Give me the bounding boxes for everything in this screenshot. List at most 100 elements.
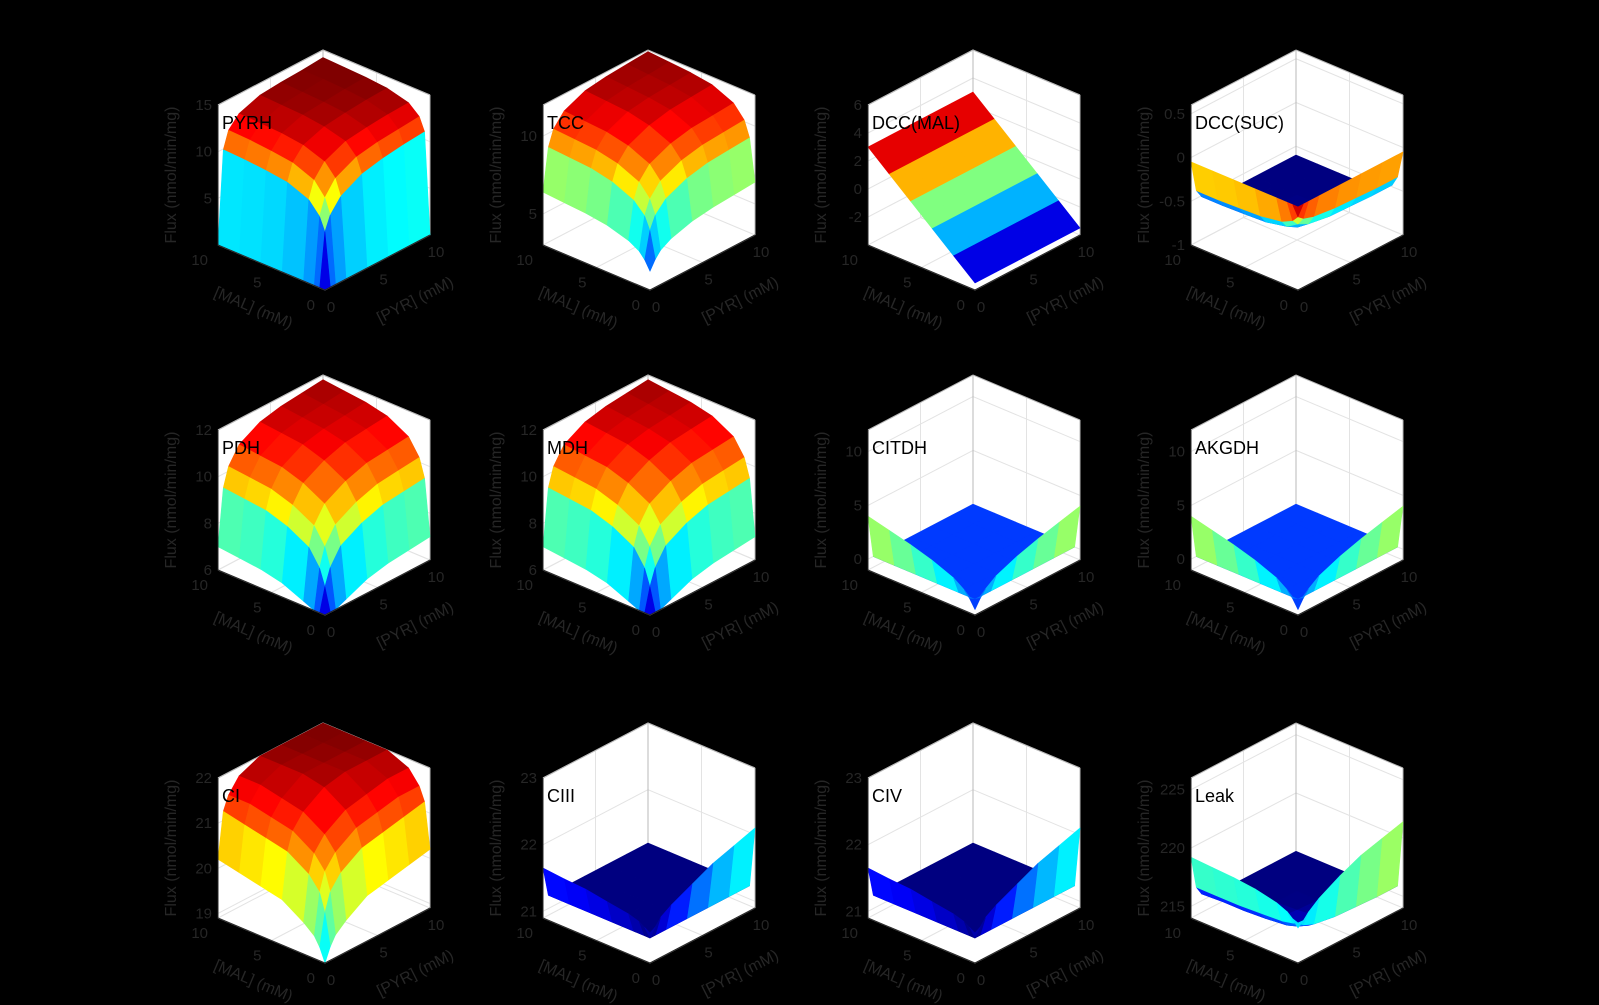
panel-pdh: 0 5 10 0 5 10 6 8 10 12 [PYR] (mM) [MAL] (mM) Flux (… <box>135 370 480 660</box>
z-tick-label: 23 <box>845 770 862 787</box>
panel-title-pyrh: PYRH <box>222 113 272 133</box>
panel-title-tcc: TCC <box>547 113 584 133</box>
y-tick-label: 0 <box>1280 970 1288 987</box>
x-tick-label: 5 <box>1352 597 1360 614</box>
z-tick-label: 2 <box>854 153 862 170</box>
panel-title-dcc-suc: DCC(SUC) <box>1195 113 1284 133</box>
axis-lines <box>542 430 756 616</box>
z-tick-label: -0.5 <box>1159 193 1185 210</box>
z-axis-label: Flux (nmol/min/mg) <box>1136 780 1153 917</box>
x-tick-label: 0 <box>977 972 985 989</box>
grid-line-wall-z <box>1190 58 1297 115</box>
y-tick-label: 5 <box>903 948 911 965</box>
grid-line-wall-z <box>542 789 649 846</box>
z-tick-label: 10 <box>195 469 212 486</box>
x-tick-label: 0 <box>977 299 985 316</box>
z-tick-label: 22 <box>520 837 537 854</box>
y-tick-label: 10 <box>841 252 858 269</box>
y-tick-label: 10 <box>191 925 208 942</box>
x-tick-label: 10 <box>428 917 445 934</box>
x-tick-label: 5 <box>704 597 712 614</box>
x-tick-label: 5 <box>704 945 712 962</box>
axis-lines <box>867 105 1081 291</box>
z-axis-label: Flux (nmol/min/mg) <box>488 432 505 569</box>
surface-patch <box>644 230 656 272</box>
y-tick-label: 5 <box>903 600 911 617</box>
x-axis-line <box>1297 234 1404 291</box>
y-tick-label: 10 <box>516 925 533 942</box>
grid-line-wall-z <box>1190 396 1297 452</box>
grid-line-wall-z <box>1295 449 1404 496</box>
x-tick-label: 0 <box>652 624 660 641</box>
y-axis-line <box>217 569 326 616</box>
axes-background <box>1191 723 1403 963</box>
grid-line-wall-z <box>1190 734 1297 791</box>
y-tick-label: 10 <box>191 252 208 269</box>
x-tick-label: 10 <box>428 569 445 586</box>
y-tick-label: 0 <box>957 297 965 314</box>
box-edge <box>972 49 1081 96</box>
surface <box>217 379 431 616</box>
surface-patch <box>1292 203 1304 218</box>
panel-mdh: 0 5 10 0 5 10 6 8 10 12 [PYR] (mM) [MAL] (mM) Flux (… <box>460 370 805 660</box>
panel-title-citdh: CITDH <box>872 438 927 458</box>
grid-line-wall-z <box>1190 449 1297 506</box>
x-axis-line <box>974 907 1081 964</box>
box-edge <box>1190 49 1297 106</box>
surface <box>217 57 431 291</box>
axis-lines <box>217 105 431 291</box>
y-tick-label: 10 <box>1164 577 1181 594</box>
box-edge <box>867 374 974 431</box>
x-axis-line <box>649 234 756 291</box>
z-tick-label: 0.5 <box>1164 106 1185 123</box>
box-edge <box>867 722 974 779</box>
x-tick-label: 5 <box>1029 945 1037 962</box>
y-tick-label: 10 <box>516 577 533 594</box>
z-axis-label: Flux (nmol/min/mg) <box>813 107 830 244</box>
surface-patch <box>953 244 997 284</box>
z-tick-label: 220 <box>1160 840 1185 857</box>
z-tick-label: 225 <box>1160 782 1185 799</box>
grid-line-wall-z <box>1295 792 1404 839</box>
z-tick-label: -2 <box>849 209 862 226</box>
z-tick-label: 12 <box>195 422 212 439</box>
surface-patch <box>969 598 981 610</box>
grid-line-wall-z <box>647 789 756 836</box>
z-tick-label: 6 <box>204 562 212 579</box>
x-axis-line <box>324 234 431 291</box>
axis-lines <box>542 105 756 291</box>
x-tick-label: 10 <box>1078 917 1095 934</box>
y-axis-line <box>867 569 976 616</box>
grid-line-wall-z <box>972 449 1081 496</box>
grid-line-wall-z <box>1295 734 1404 781</box>
x-tick-label: 0 <box>652 299 660 316</box>
z-tick-label: 21 <box>520 903 537 920</box>
panel-title-dcc-mal: DCC(MAL) <box>872 113 960 133</box>
z-tick-label: 0 <box>1177 150 1185 167</box>
axis-lines <box>217 430 431 616</box>
box-edge <box>542 374 649 431</box>
x-tick-label: 0 <box>327 624 335 641</box>
surface <box>217 722 431 964</box>
y-axis-line <box>542 244 651 291</box>
x-tick-label: 10 <box>428 244 445 261</box>
surface <box>542 379 756 616</box>
surface <box>867 91 1081 284</box>
x-axis-line <box>1297 907 1404 964</box>
panel-dcc-mal: 0 5 10 0 5 10 -2 0 2 4 6 [PYR] (mM) [MAL] (mM) Flux (… <box>785 45 1130 335</box>
panel-ci: 0 5 10 0 5 10 19 20 21 22 [PYR] (mM) [MAL] (mM) Flux… <box>135 718 480 1005</box>
box-edge <box>972 722 1081 769</box>
surface-patch <box>1292 598 1304 610</box>
x-tick-label: 5 <box>704 272 712 289</box>
box-edge <box>542 722 649 779</box>
x-tick-label: 0 <box>652 972 660 989</box>
z-tick-label: 6 <box>529 562 537 579</box>
z-axis-label: Flux (nmol/min/mg) <box>813 780 830 917</box>
y-tick-label: 0 <box>1280 297 1288 314</box>
surface <box>1190 503 1404 610</box>
z-axis-label: Flux (nmol/min/mg) <box>163 107 180 244</box>
